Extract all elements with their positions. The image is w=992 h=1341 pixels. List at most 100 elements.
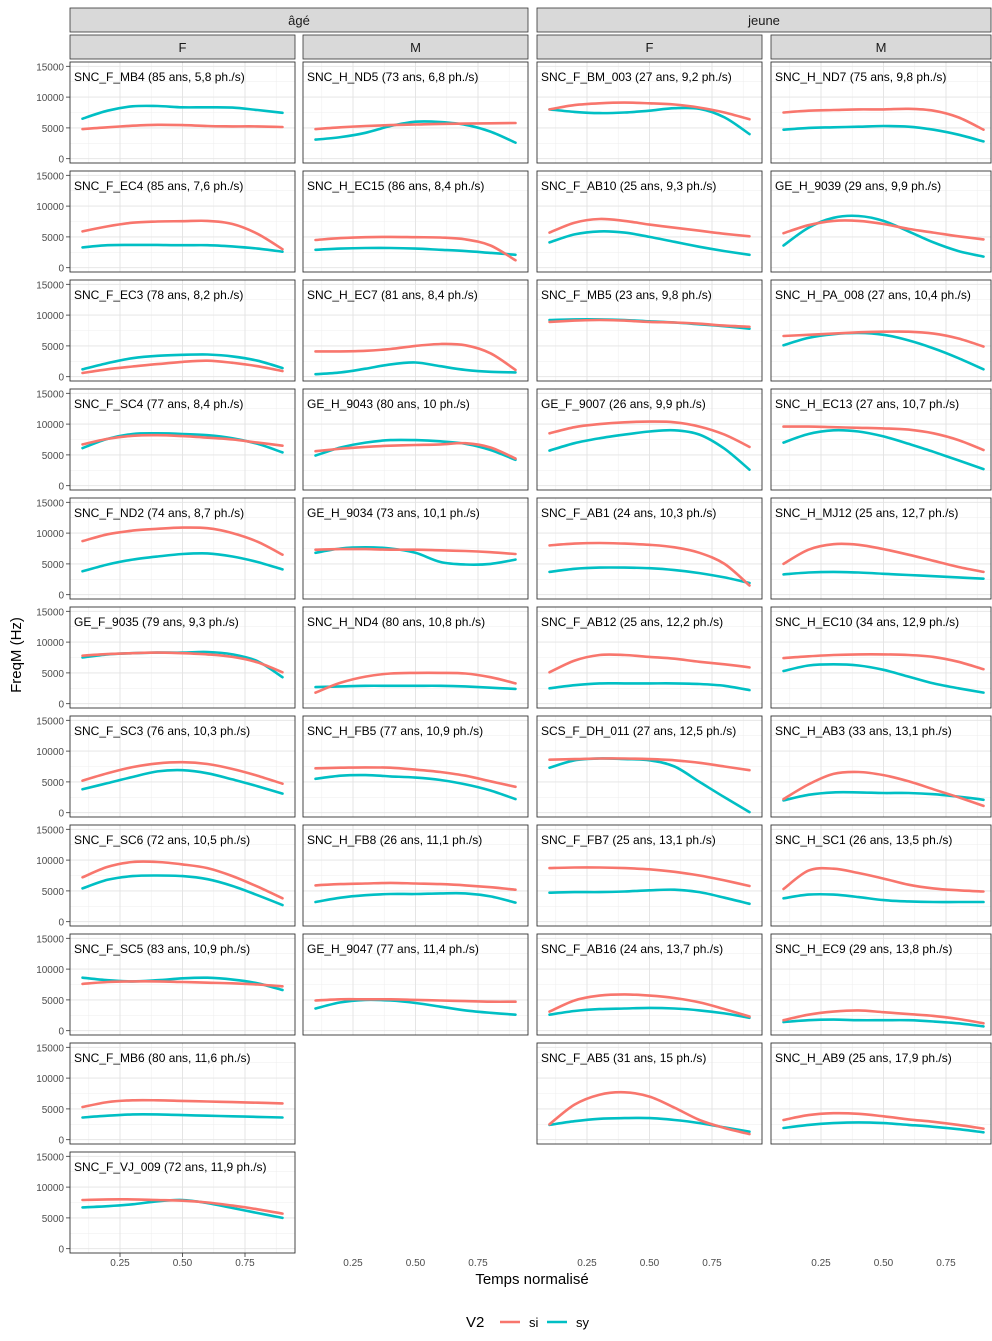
y-tick-label: 5000 (42, 778, 65, 789)
panel-border (536, 279, 763, 382)
series-line-sy (81, 104, 284, 120)
series-line-sy (81, 874, 284, 907)
series-line-si (548, 217, 751, 238)
series-line-si (782, 542, 985, 574)
y-tick-label: 0 (58, 482, 64, 493)
y-tick-label: 5000 (42, 996, 65, 1007)
series-line-si (314, 121, 517, 131)
panel-border (69, 1042, 296, 1145)
y-tick-label: 10000 (36, 638, 64, 649)
panel-label: SNC_H_ND4 (80 ans, 10,8 ph./s) (307, 615, 485, 629)
series-line-sy (314, 361, 517, 376)
panel-border (69, 388, 296, 491)
y-tick-label: 5000 (42, 887, 65, 898)
x-tick-label: 0.75 (235, 1258, 255, 1269)
x-tick-label: 0.50 (874, 1258, 894, 1269)
panel-border (770, 170, 992, 273)
series-line-sy (782, 1018, 985, 1028)
series-line-si (314, 997, 517, 1004)
y-tick-label: 0 (58, 700, 64, 711)
series-line-si (81, 1098, 284, 1109)
series-line-si (782, 1111, 985, 1130)
panel-label: SNC_F_AB16 (24 ans, 13,7 ph./s) (541, 942, 723, 956)
panel-label: SNC_H_ND5 (73 ans, 6,8 ph./s) (307, 70, 478, 84)
panel-border (770, 824, 992, 927)
panel-border (770, 1042, 992, 1145)
series-line-sy (548, 888, 751, 906)
strip-group-label: âgé (288, 13, 310, 28)
x-tick-label: 0.75 (936, 1258, 956, 1269)
legend-title: V2 (466, 1314, 484, 1331)
y-axis-title: FreqM (Hz) (8, 617, 25, 693)
y-tick-label: 15000 (36, 171, 64, 182)
panel-border (536, 933, 763, 1036)
series-line-si (782, 770, 985, 808)
y-tick-label: 0 (58, 1245, 64, 1256)
series-line-si (548, 866, 751, 888)
series-line-sy (81, 768, 284, 795)
panel-border (302, 606, 529, 709)
panel-label: SNC_F_VJ_009 (72 ans, 11,9 ph./s) (74, 1160, 267, 1174)
panel-label: SNC_F_MB5 (23 ans, 9,8 ph./s) (541, 288, 712, 302)
y-tick-label: 10000 (36, 93, 64, 104)
strip-sex-3 (770, 34, 992, 60)
series-line-si (314, 235, 517, 262)
panel-label: SNC_H_EC15 (86 ans, 8,4 ph./s) (307, 179, 484, 193)
y-tick-label: 5000 (42, 1214, 65, 1225)
series-line-si (548, 420, 751, 449)
series-line-si (81, 760, 284, 785)
series-line-sy (314, 120, 517, 144)
panel-border (302, 824, 529, 927)
x-axis-title: Temps normalisé (475, 1271, 588, 1288)
series-line-sy (81, 353, 284, 371)
y-tick-label: 5000 (42, 560, 65, 571)
series-line-sy (81, 1112, 284, 1119)
legend-label-si: si (529, 1315, 539, 1330)
panel-label: SNC_F_SC4 (77 ans, 8,4 ph./s) (74, 397, 243, 411)
x-tick-label: 0.50 (173, 1258, 193, 1269)
panel-label: GE_H_9039 (29 ans, 9,9 ph./s) (775, 179, 941, 193)
y-tick-label: 0 (58, 809, 64, 820)
panel-border (302, 715, 529, 818)
y-tick-label: 10000 (36, 529, 64, 540)
panel-border (69, 497, 296, 600)
series-line-sy (782, 124, 985, 143)
strip-sex-1 (302, 34, 529, 60)
panel-border (69, 279, 296, 382)
series-line-sy (782, 570, 985, 580)
legend-label-sy: sy (576, 1315, 590, 1330)
panel-label: SCS_F_DH_011 (27 ans, 12,5 ph./s) (541, 724, 736, 738)
y-tick-label: 0 (58, 264, 64, 275)
strip-sex-0 (69, 34, 296, 60)
series-line-si (81, 980, 284, 988)
series-line-si (81, 651, 284, 674)
series-line-sy (782, 892, 985, 904)
panel-label: SNC_H_EC13 (27 ans, 10,7 ph./s) (775, 397, 959, 411)
panel-label: GE_H_9043 (80 ans, 10 ph./s) (307, 397, 470, 411)
panel-border (69, 715, 296, 818)
panel-label: GE_F_9035 (79 ans, 9,3 ph./s) (74, 615, 239, 629)
panel-border (69, 61, 296, 164)
panel-border (770, 715, 992, 818)
panel-border (770, 933, 992, 1036)
strip-group-1 (536, 7, 992, 33)
strip-sex-2 (536, 34, 763, 60)
x-tick-label: 0.75 (702, 1258, 722, 1269)
panel-border (302, 61, 529, 164)
panel-border (770, 61, 992, 164)
series-line-sy (314, 998, 517, 1016)
y-tick-label: 0 (58, 591, 64, 602)
panel-border (536, 388, 763, 491)
series-line-sy (314, 891, 517, 904)
x-tick-label: 0.50 (640, 1258, 660, 1269)
series-line-si (782, 653, 985, 671)
panel-border (770, 388, 992, 491)
panel-border (770, 497, 992, 600)
panel-border (770, 279, 992, 382)
series-line-si (548, 757, 751, 772)
panel-label: SNC_H_EC9 (29 ans, 13,8 ph./s) (775, 942, 952, 956)
y-tick-label: 5000 (42, 669, 65, 680)
series-line-sy (81, 551, 284, 573)
panel-label: SNC_H_FB8 (26 ans, 11,1 ph./s) (307, 833, 482, 847)
x-tick-label: 0.25 (811, 1258, 831, 1269)
